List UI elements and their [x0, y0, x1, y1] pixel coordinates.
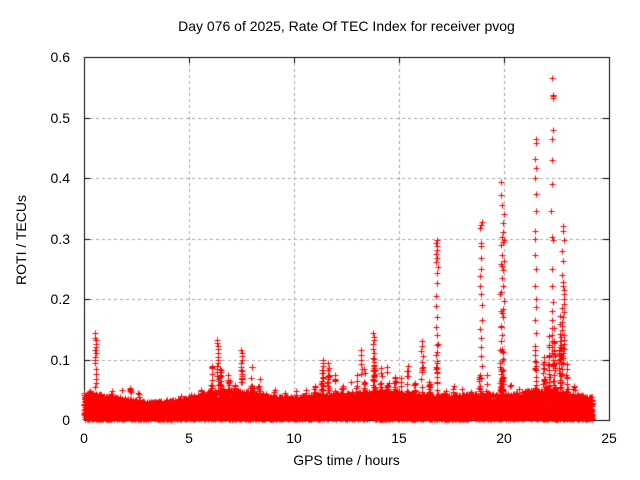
- y-tick-label: 0.4: [50, 170, 70, 186]
- x-tick-label: 5: [185, 430, 193, 446]
- x-tick-label: 20: [496, 430, 512, 446]
- x-tick-label: 25: [601, 430, 617, 446]
- x-tick-label: 15: [391, 430, 407, 446]
- x-tick-label: 0: [80, 430, 88, 446]
- y-tick-label: 0.6: [50, 49, 70, 65]
- chart-title: Day 076 of 2025, Rate Of TEC Index for r…: [178, 18, 515, 34]
- x-tick-label: 10: [286, 430, 302, 446]
- y-tick-label: 0.1: [50, 352, 70, 368]
- y-tick-label: 0.5: [50, 110, 70, 126]
- y-tick-label: 0: [62, 412, 70, 428]
- x-axis-label: GPS time / hours: [293, 452, 400, 468]
- y-tick-label: 0.3: [50, 231, 70, 247]
- y-tick-label: 0.2: [50, 291, 70, 307]
